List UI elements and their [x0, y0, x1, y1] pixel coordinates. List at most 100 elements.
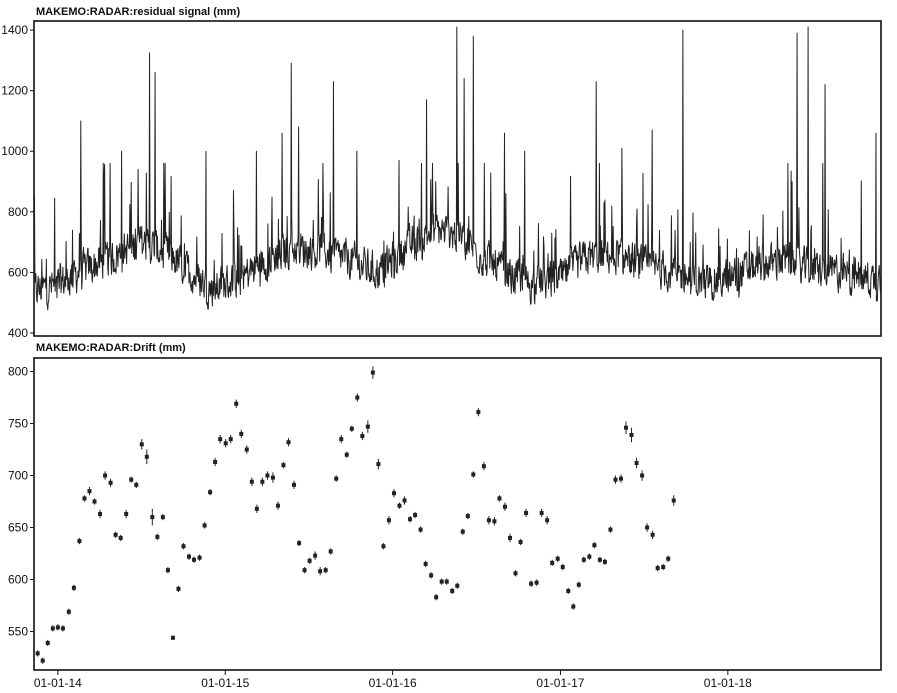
drift-point: [92, 499, 97, 504]
drift-point: [455, 583, 460, 588]
y-tick-label: 550: [8, 625, 28, 639]
y-tick-label: 1400: [1, 23, 28, 37]
drift-point: [265, 473, 270, 478]
residual-signal-line: [33, 26, 882, 311]
drift-point: [334, 476, 339, 481]
drift-point: [618, 476, 623, 481]
drift-point: [476, 410, 481, 415]
drift-point: [629, 432, 634, 437]
drift-point: [134, 482, 139, 487]
drift-point: [249, 479, 254, 484]
drift-point: [365, 424, 370, 429]
drift-point: [581, 557, 586, 562]
drift-point: [502, 504, 507, 509]
drift-point: [66, 609, 71, 614]
drift-point: [418, 527, 423, 532]
drift-point: [98, 512, 103, 516]
drift-point: [571, 604, 576, 609]
drift-point: [82, 496, 87, 501]
drift-point: [524, 510, 529, 515]
drift-point: [55, 625, 60, 630]
drift-y-axis: 550 600 650 700 750 800: [8, 365, 34, 639]
y-tick-label: 1000: [1, 144, 28, 158]
drift-point: [439, 579, 444, 584]
drift-series: [35, 366, 676, 664]
drift-point: [244, 447, 249, 452]
drift-point: [513, 571, 518, 576]
drift-point: [87, 489, 92, 494]
drift-point: [318, 569, 323, 574]
drift-x-axis: 01-01-14 01-01-15 01-01-16 01-01-17 01-01-18: [34, 670, 752, 690]
drift-point: [423, 561, 428, 566]
x-tick-label: 01-01-15: [201, 676, 249, 690]
drift-point: [323, 568, 328, 573]
drift-point: [391, 491, 396, 496]
drift-point: [150, 515, 155, 520]
drift-point: [77, 539, 82, 544]
drift-point: [270, 475, 275, 480]
drift-point: [208, 490, 213, 495]
drift-point: [103, 473, 108, 478]
drift-point: [376, 462, 381, 467]
residual-signal-panel: MAKEMO:RADAR:residual signal (mm) 400 600…: [1, 6, 882, 340]
drift-point: [608, 527, 613, 532]
residual-signal-title: MAKEMO:RADAR:residual signal (mm): [36, 6, 240, 18]
drift-point: [671, 498, 676, 503]
drift-point: [165, 568, 170, 573]
drift-point: [202, 523, 207, 528]
drift-point: [587, 554, 592, 559]
drift-point: [181, 544, 186, 549]
drift-point: [397, 503, 402, 508]
drift-point: [292, 482, 297, 487]
drift-point: [60, 626, 65, 631]
drift-point: [234, 401, 239, 406]
drift-point: [624, 425, 629, 430]
y-tick-label: 400: [8, 326, 28, 340]
drift-point: [429, 573, 434, 578]
drift-point: [576, 582, 581, 587]
drift-point: [408, 517, 413, 522]
drift-point: [613, 477, 618, 482]
drift-point: [313, 553, 318, 558]
drift-point: [402, 498, 407, 503]
drift-point: [529, 581, 534, 586]
drift-point: [560, 565, 565, 570]
drift-point: [113, 532, 118, 537]
drift-point: [254, 506, 259, 511]
drift-point: [465, 514, 470, 519]
drift-plot-frame: [33, 357, 882, 671]
drift-point: [481, 464, 486, 469]
drift-point: [492, 519, 497, 524]
drift-point: [139, 442, 144, 447]
drift-point: [497, 496, 502, 501]
x-tick-label: 01-01-18: [704, 676, 752, 690]
drift-point: [260, 479, 265, 484]
y-tick-label: 600: [8, 573, 28, 587]
drift-point: [661, 565, 666, 570]
drift-point: [228, 437, 233, 442]
drift-title: MAKEMO:RADAR:Drift (mm): [36, 342, 186, 354]
drift-point: [666, 556, 671, 561]
drift-point: [71, 585, 76, 590]
drift-point: [281, 463, 286, 468]
drift-point: [381, 544, 386, 549]
drift-point: [640, 473, 645, 478]
drift-point: [339, 437, 344, 442]
drift-point: [275, 503, 280, 508]
drift-point: [50, 626, 55, 631]
drift-point: [307, 558, 312, 563]
drift-point: [597, 557, 602, 562]
drift-point: [370, 370, 375, 375]
y-tick-label: 1200: [1, 84, 28, 98]
drift-point: [534, 580, 539, 585]
drift-point: [218, 437, 223, 442]
residual-signal-plot-frame: [33, 20, 882, 337]
drift-point: [508, 535, 513, 540]
drift-point: [592, 543, 597, 548]
drift-point: [118, 535, 123, 540]
drift-point: [239, 431, 244, 436]
drift-point: [344, 452, 349, 457]
drift-panel: MAKEMO:RADAR:Drift (mm) 550 600 650 700 750 8…: [8, 342, 882, 690]
drift-point: [634, 461, 639, 466]
drift-point: [45, 640, 50, 645]
